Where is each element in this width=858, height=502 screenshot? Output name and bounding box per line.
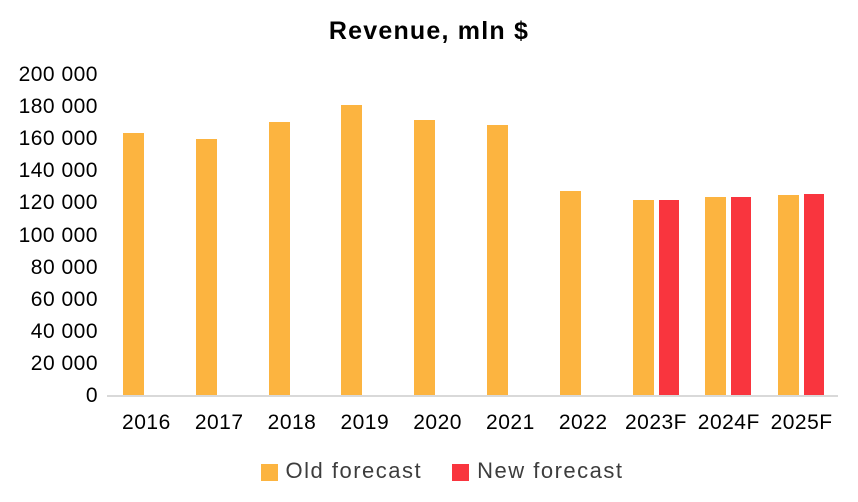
bar-old-forecast-2023F <box>632 200 654 396</box>
bar-old-forecast-2024F <box>705 196 727 396</box>
y-tick-140000: 140 000 <box>18 159 98 183</box>
y-tick-20000: 20 000 <box>30 351 98 375</box>
chart-title: Revenue, mln $ <box>328 17 530 45</box>
legend-label-old-forecast: Old forecast <box>272 453 439 491</box>
bar-old-forecast-2019 <box>341 105 363 396</box>
x-tick-2020: 2020 <box>413 411 462 434</box>
new-forecast-swatch-icon <box>452 463 470 481</box>
legend-label-new-forecast: New forecast <box>464 453 640 491</box>
bar-old-forecast-2016 <box>122 132 144 396</box>
y-tick-60000: 60 000 <box>30 287 98 311</box>
legend-item-new-forecast: New forecast <box>452 453 640 491</box>
bar-old-forecast-2022 <box>559 190 581 396</box>
y-tick-160000: 160 000 <box>18 127 98 151</box>
x-tick-2025F: 2025F <box>770 411 833 434</box>
y-tick-0: 0 <box>85 384 98 407</box>
x-tick-2019: 2019 <box>340 411 390 434</box>
bar-old-forecast-2018 <box>268 121 290 396</box>
bar-new-forecast-2023F <box>658 200 679 396</box>
bar-old-forecast-2017 <box>195 139 217 396</box>
bar-new-forecast-2025F <box>804 193 825 396</box>
x-tick-2021: 2021 <box>486 411 535 434</box>
bar-old-forecast-2021 <box>486 124 508 396</box>
y-tick-80000: 80 000 <box>30 255 98 279</box>
x-tick-2018: 2018 <box>267 411 317 434</box>
x-tick-2016: 2016 <box>122 411 171 434</box>
x-tick-2024F: 2024F <box>697 411 760 434</box>
y-tick-100000: 100 000 <box>18 223 98 247</box>
y-tick-40000: 40 000 <box>30 319 98 343</box>
x-tick-2023F: 2023F <box>624 411 688 434</box>
x-tick-2022: 2022 <box>558 411 608 434</box>
y-tick-180000: 180 000 <box>18 95 98 119</box>
bar-old-forecast-2025F <box>778 195 800 396</box>
legend: Old forecast New forecast <box>21 453 858 491</box>
legend-item-old-forecast: Old forecast <box>260 453 439 491</box>
bar-new-forecast-2024F <box>731 196 752 396</box>
y-tick-120000: 120 000 <box>18 191 98 215</box>
bar-old-forecast-2020 <box>414 119 436 396</box>
y-tick-200000: 200 000 <box>18 63 98 86</box>
old-forecast-swatch-icon <box>260 463 278 481</box>
x-axis-line <box>107 395 838 397</box>
x-tick-2017: 2017 <box>194 411 244 434</box>
